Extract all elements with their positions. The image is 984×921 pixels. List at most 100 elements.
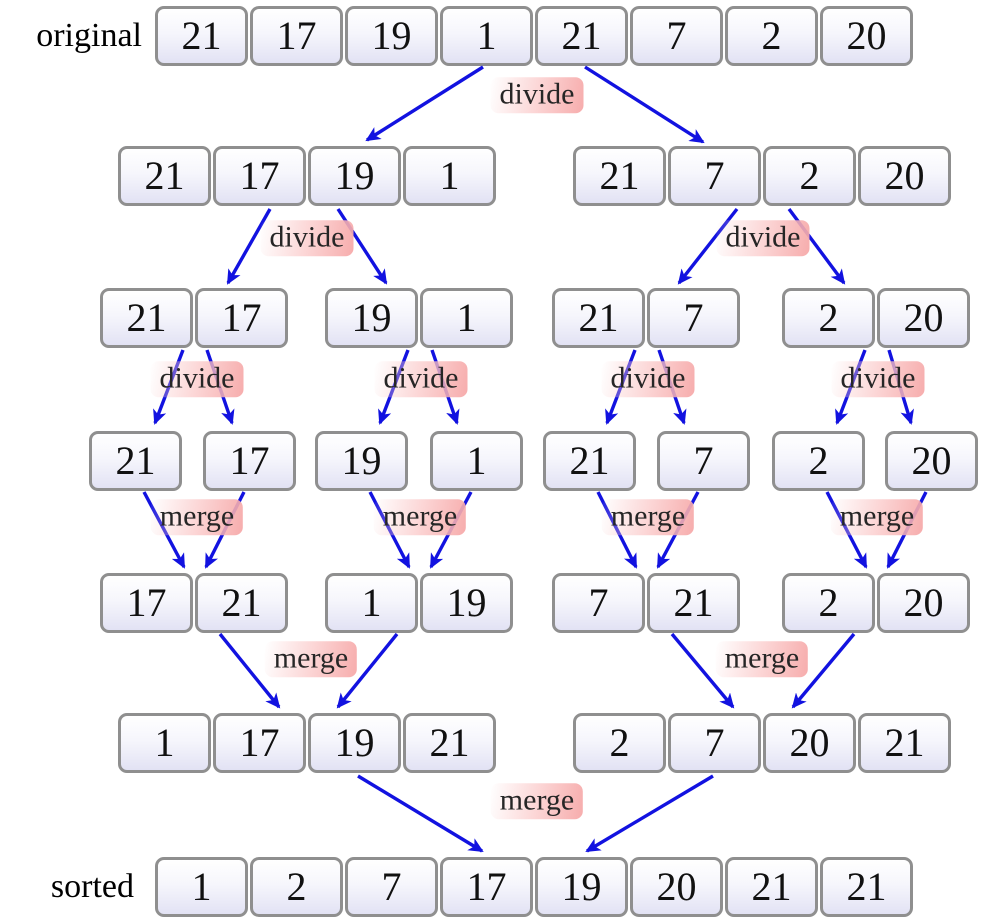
array-cell: 1 — [420, 288, 513, 348]
array-cell: 17 — [250, 6, 343, 66]
divide-label: divide — [716, 220, 810, 256]
array-pair: 21 17 — [100, 288, 288, 348]
array-cell: 19 — [420, 573, 513, 633]
array-cell: 21 — [820, 857, 913, 917]
array-row-sorted: 1 2 7 17 19 20 21 21 — [155, 857, 913, 917]
divide-label: divide — [374, 361, 468, 397]
array-cell: 19 — [345, 6, 438, 66]
array-group-level6-right: 2 7 20 21 — [573, 713, 951, 773]
array-single: 20 — [885, 431, 978, 491]
array-cell: 2 — [782, 573, 875, 633]
array-cell: 21 — [535, 6, 628, 66]
merge-arrow — [670, 632, 735, 709]
array-cell: 17 — [440, 857, 533, 917]
divide-label: divide — [260, 220, 354, 256]
array-cell: 1 — [430, 431, 523, 491]
array-pair: 17 21 — [100, 573, 288, 633]
array-cell: 21 — [403, 713, 496, 773]
array-single: 19 — [315, 431, 408, 491]
array-cell: 1 — [403, 146, 496, 206]
array-cell: 17 — [195, 288, 288, 348]
array-cell: 17 — [203, 431, 296, 491]
array-single: 21 — [543, 431, 636, 491]
array-cell: 7 — [657, 431, 750, 491]
divide-label: divide — [831, 361, 925, 397]
array-cell: 2 — [782, 288, 875, 348]
array-cell: 19 — [308, 146, 401, 206]
array-cell: 21 — [155, 6, 248, 66]
array-single: 7 — [657, 431, 750, 491]
array-cell: 17 — [213, 146, 306, 206]
array-cell: 7 — [668, 713, 761, 773]
merge-label: merge — [715, 641, 809, 677]
array-cell: 20 — [858, 146, 951, 206]
array-cell: 2 — [573, 713, 666, 773]
merge-arrow — [357, 774, 484, 853]
array-cell: 7 — [630, 6, 723, 66]
array-single: 21 — [89, 431, 182, 491]
merge-label: merge — [264, 641, 358, 677]
array-group-level2-left: 21 17 19 1 — [118, 146, 496, 206]
array-cell: 21 — [89, 431, 182, 491]
merge-label: merge — [490, 783, 584, 819]
row-label-original: original — [36, 17, 142, 54]
array-cell: 19 — [325, 288, 418, 348]
array-cell: 2 — [725, 6, 818, 66]
merge-arrow — [791, 632, 856, 709]
merge-label: merge — [830, 499, 924, 535]
array-group-level6-left: 1 17 19 21 — [118, 713, 496, 773]
array-cell: 20 — [885, 431, 978, 491]
merge-label: merge — [373, 499, 467, 535]
divide-label: divide — [150, 361, 244, 397]
array-pair: 7 21 — [552, 573, 740, 633]
array-cell: 2 — [250, 857, 343, 917]
merge-label: merge — [601, 499, 695, 535]
array-pair: 1 19 — [325, 573, 513, 633]
array-cell: 21 — [647, 573, 740, 633]
array-cell: 21 — [100, 288, 193, 348]
array-cell: 17 — [213, 713, 306, 773]
array-cell: 7 — [647, 288, 740, 348]
array-cell: 21 — [543, 431, 636, 491]
array-cell: 21 — [552, 288, 645, 348]
row-label-sorted: sorted — [50, 868, 134, 905]
array-cell: 21 — [118, 146, 211, 206]
merge-arrow — [218, 632, 281, 709]
divide-label: divide — [490, 77, 584, 113]
merge-arrow — [336, 632, 399, 709]
array-cell: 7 — [668, 146, 761, 206]
array-cell: 21 — [725, 857, 818, 917]
divide-arrow — [365, 65, 484, 142]
array-cell: 20 — [877, 288, 970, 348]
array-cell: 21 — [573, 146, 666, 206]
array-cell: 20 — [763, 713, 856, 773]
array-pair: 21 7 — [552, 288, 740, 348]
array-pair: 2 20 — [782, 288, 970, 348]
array-cell: 21 — [858, 713, 951, 773]
array-cell: 19 — [308, 713, 401, 773]
array-pair: 19 1 — [325, 288, 513, 348]
array-cell: 19 — [535, 857, 628, 917]
merge-label: merge — [150, 499, 244, 535]
array-group-level2-right: 21 7 2 20 — [573, 146, 951, 206]
merge-arrow — [585, 774, 714, 853]
array-cell: 19 — [315, 431, 408, 491]
array-cell: 1 — [155, 857, 248, 917]
array-single: 1 — [430, 431, 523, 491]
divide-arrow — [584, 65, 705, 144]
array-cell: 2 — [772, 431, 865, 491]
array-row-original: 21 17 19 1 21 7 2 20 — [155, 6, 913, 66]
array-cell: 1 — [440, 6, 533, 66]
array-cell: 20 — [877, 573, 970, 633]
array-pair: 2 20 — [782, 573, 970, 633]
array-cell: 21 — [195, 573, 288, 633]
array-cell: 1 — [118, 713, 211, 773]
array-cell: 1 — [325, 573, 418, 633]
array-cell: 7 — [552, 573, 645, 633]
array-cell: 7 — [345, 857, 438, 917]
array-single: 2 — [772, 431, 865, 491]
array-cell: 20 — [820, 6, 913, 66]
array-cell: 20 — [630, 857, 723, 917]
